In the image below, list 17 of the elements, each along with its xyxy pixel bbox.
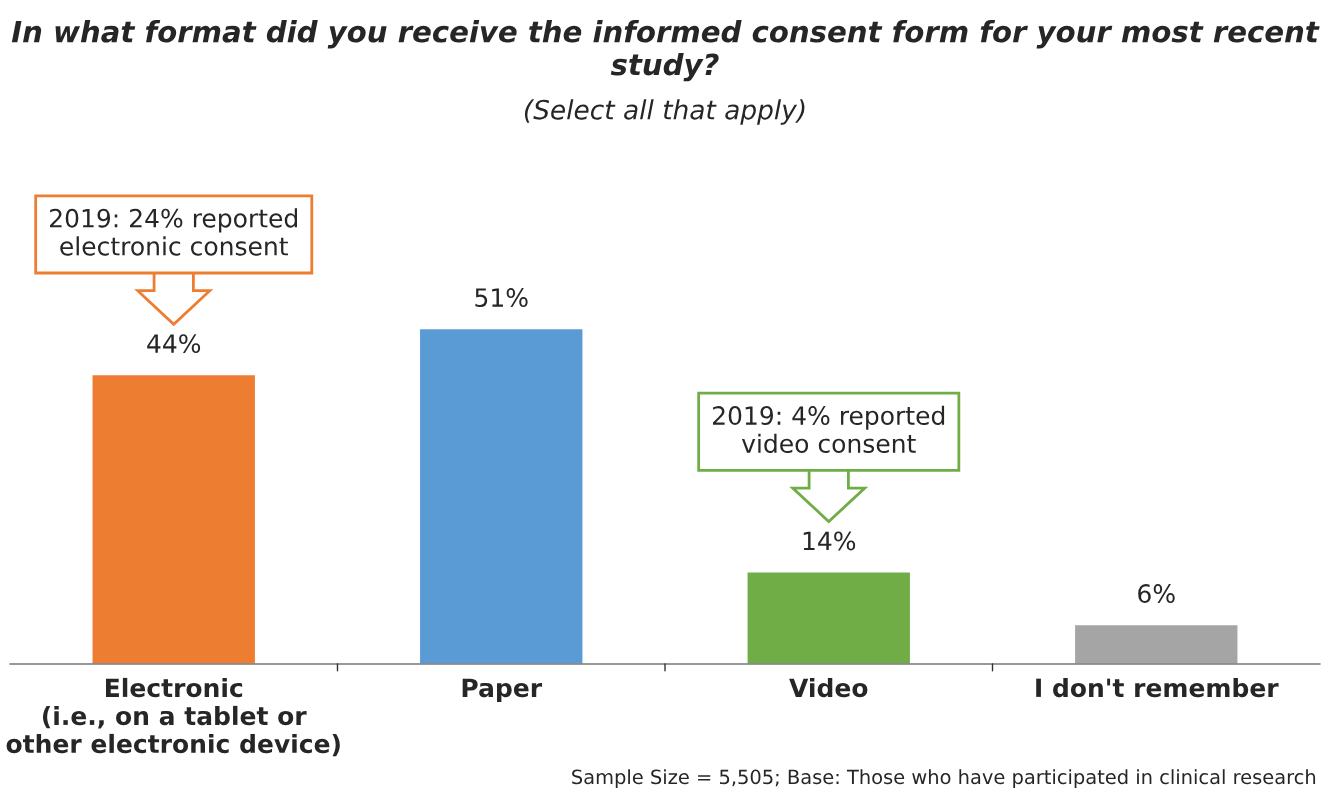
bar xyxy=(418,327,584,664)
bar xyxy=(1073,623,1239,664)
chart-subtitle: (Select all that apply) xyxy=(524,99,805,125)
data-label: 14% xyxy=(803,531,856,551)
x-tick-label: I don't remember xyxy=(1036,677,1279,698)
x-tick-label: Electronic (i.e., on a tablet or other electronic device) xyxy=(6,677,340,757)
text: Sample Size = 5,505; Base: Those who have participated in clinical research xyxy=(572,769,1316,788)
chart-title: In what format did you receive the informed consent form for your most recent study? xyxy=(11,20,1320,82)
data-label: 44% xyxy=(147,334,201,354)
data-label: 6% xyxy=(1138,584,1175,604)
x-tick-label: Paper xyxy=(462,678,543,703)
data-label: 51% xyxy=(475,288,528,308)
bar xyxy=(746,571,912,664)
text: 2019: 24% reported electronic consent xyxy=(50,208,298,256)
x-tick-label: Video xyxy=(789,677,868,698)
bar xyxy=(91,373,257,664)
annotation: 2019: 4% reported video consent xyxy=(712,405,945,453)
